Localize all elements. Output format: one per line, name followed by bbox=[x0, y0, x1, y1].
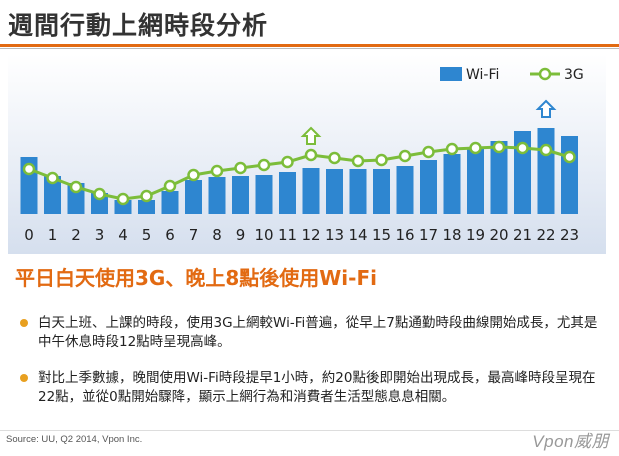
3g-line bbox=[28, 145, 570, 201]
wifi-bar bbox=[138, 200, 155, 214]
x-tick-label: 20 bbox=[489, 226, 508, 244]
3g-point bbox=[93, 187, 106, 201]
3g-point bbox=[69, 180, 83, 194]
x-tick-label: 15 bbox=[372, 226, 391, 244]
wifi-bar bbox=[44, 176, 61, 214]
x-tick-label: 9 bbox=[236, 226, 246, 244]
x-tick-label: 11 bbox=[278, 226, 297, 244]
x-tick-label: 14 bbox=[348, 226, 367, 244]
3g-point bbox=[187, 168, 200, 182]
3g-point bbox=[469, 141, 482, 155]
footer-divider bbox=[0, 430, 619, 431]
3g-point bbox=[116, 192, 130, 206]
wifi-bar bbox=[443, 154, 461, 214]
3g-point bbox=[328, 151, 341, 165]
wifi-bar bbox=[185, 180, 202, 214]
x-tick-label: 23 bbox=[560, 226, 579, 244]
usage-chart: 0 1 2 3 4 5 6 7 8 9 10 11 12 13 14 15 16 17 18 19 20 21 22 23Wi… bbox=[20, 67, 584, 244]
x-tick-label: 12 bbox=[301, 226, 320, 244]
wifi-bar bbox=[420, 160, 437, 214]
wifi-bar bbox=[467, 147, 484, 214]
3g-point bbox=[445, 142, 459, 156]
legend-3g-label: 3G bbox=[564, 67, 584, 83]
legend-wifi-swatch bbox=[440, 67, 462, 81]
peak-arrow-icon bbox=[300, 126, 322, 145]
vpon-logo: Vpon威朋 bbox=[532, 432, 609, 451]
3g-point bbox=[398, 149, 412, 163]
bullet-dot-icon bbox=[20, 319, 28, 327]
wifi-bar bbox=[302, 168, 320, 214]
wifi-bar bbox=[161, 191, 179, 214]
wifi-bar bbox=[490, 141, 508, 214]
x-tick-label: 8 bbox=[212, 226, 222, 244]
bullet-text: 白天上班、上課的時段，使用3G上網較Wi-Fi普遍，從早上7點通勤時段曲線開始成… bbox=[38, 315, 598, 350]
source-note: Source: UU, Q2 2014, Vpon Inc. bbox=[6, 434, 143, 445]
bullet-item-evening: 對比上季數據，晚間使用Wi-Fi時段提早1小時，約20點後即開始出現成長，最高峰… bbox=[20, 369, 605, 407]
wifi-bar bbox=[208, 177, 226, 214]
x-tick-label: 22 bbox=[536, 226, 555, 244]
wifi-bar bbox=[232, 176, 249, 214]
bullet-dot-icon bbox=[20, 374, 28, 382]
peak-arrow-icon bbox=[535, 99, 557, 118]
x-tick-label: 1 bbox=[48, 226, 58, 244]
3g-point bbox=[210, 164, 224, 178]
x-tick-label: 7 bbox=[189, 226, 199, 244]
3g-point bbox=[351, 154, 365, 168]
3g-point bbox=[492, 140, 506, 154]
wifi-bar bbox=[326, 169, 343, 214]
wifi-bar bbox=[349, 169, 367, 214]
3g-point bbox=[22, 162, 36, 176]
x-tick-label: 0 bbox=[24, 226, 34, 244]
x-tick-label: 2 bbox=[71, 226, 81, 244]
wifi-bar bbox=[396, 166, 414, 214]
x-tick-label: 3 bbox=[95, 226, 105, 244]
x-tick-label: 4 bbox=[118, 226, 128, 244]
3g-point bbox=[257, 158, 271, 172]
legend-3g-marker bbox=[538, 67, 552, 81]
3g-point bbox=[563, 150, 576, 164]
legend-wifi-label: Wi-Fi bbox=[466, 67, 499, 83]
x-tick-label: 16 bbox=[395, 226, 414, 244]
3g-point bbox=[422, 145, 435, 159]
bullet-item-daytime: 白天上班、上課的時段，使用3G上網較Wi-Fi普遍，從早上7點通勤時段曲線開始成… bbox=[20, 314, 605, 352]
wifi-bar bbox=[279, 172, 296, 214]
chart-subtitle: 平日白天使用3G、晚上8點後使用Wi-Fi bbox=[15, 266, 377, 290]
3g-point bbox=[304, 148, 318, 162]
wifi-bar bbox=[255, 175, 273, 214]
wifi-bar bbox=[537, 128, 555, 214]
3g-point bbox=[375, 153, 388, 167]
3g-point bbox=[516, 141, 529, 155]
x-tick-label: 19 bbox=[466, 226, 485, 244]
title-underline-shadow bbox=[0, 48, 619, 49]
page-title: 週間行動上網時段分析 bbox=[8, 11, 269, 40]
3g-point bbox=[46, 171, 59, 185]
3g-point bbox=[163, 179, 177, 193]
bullet-text: 對比上季數據，晚間使用Wi-Fi時段提早1小時，約20點後即開始出現成長，最高峰… bbox=[38, 370, 596, 405]
3g-point bbox=[281, 155, 294, 169]
3g-point bbox=[539, 143, 553, 157]
x-tick-label: 21 bbox=[513, 226, 532, 244]
x-tick-label: 13 bbox=[325, 226, 344, 244]
x-tick-label: 17 bbox=[419, 226, 438, 244]
3g-point bbox=[140, 189, 153, 203]
wifi-bar bbox=[561, 136, 578, 214]
3g-point bbox=[234, 161, 247, 175]
x-tick-label: 5 bbox=[142, 226, 152, 244]
title-underline bbox=[0, 44, 619, 47]
x-tick-label: 10 bbox=[254, 226, 273, 244]
x-tick-label: 18 bbox=[442, 226, 461, 244]
wifi-bar bbox=[373, 169, 390, 214]
x-tick-label: 6 bbox=[165, 226, 175, 244]
